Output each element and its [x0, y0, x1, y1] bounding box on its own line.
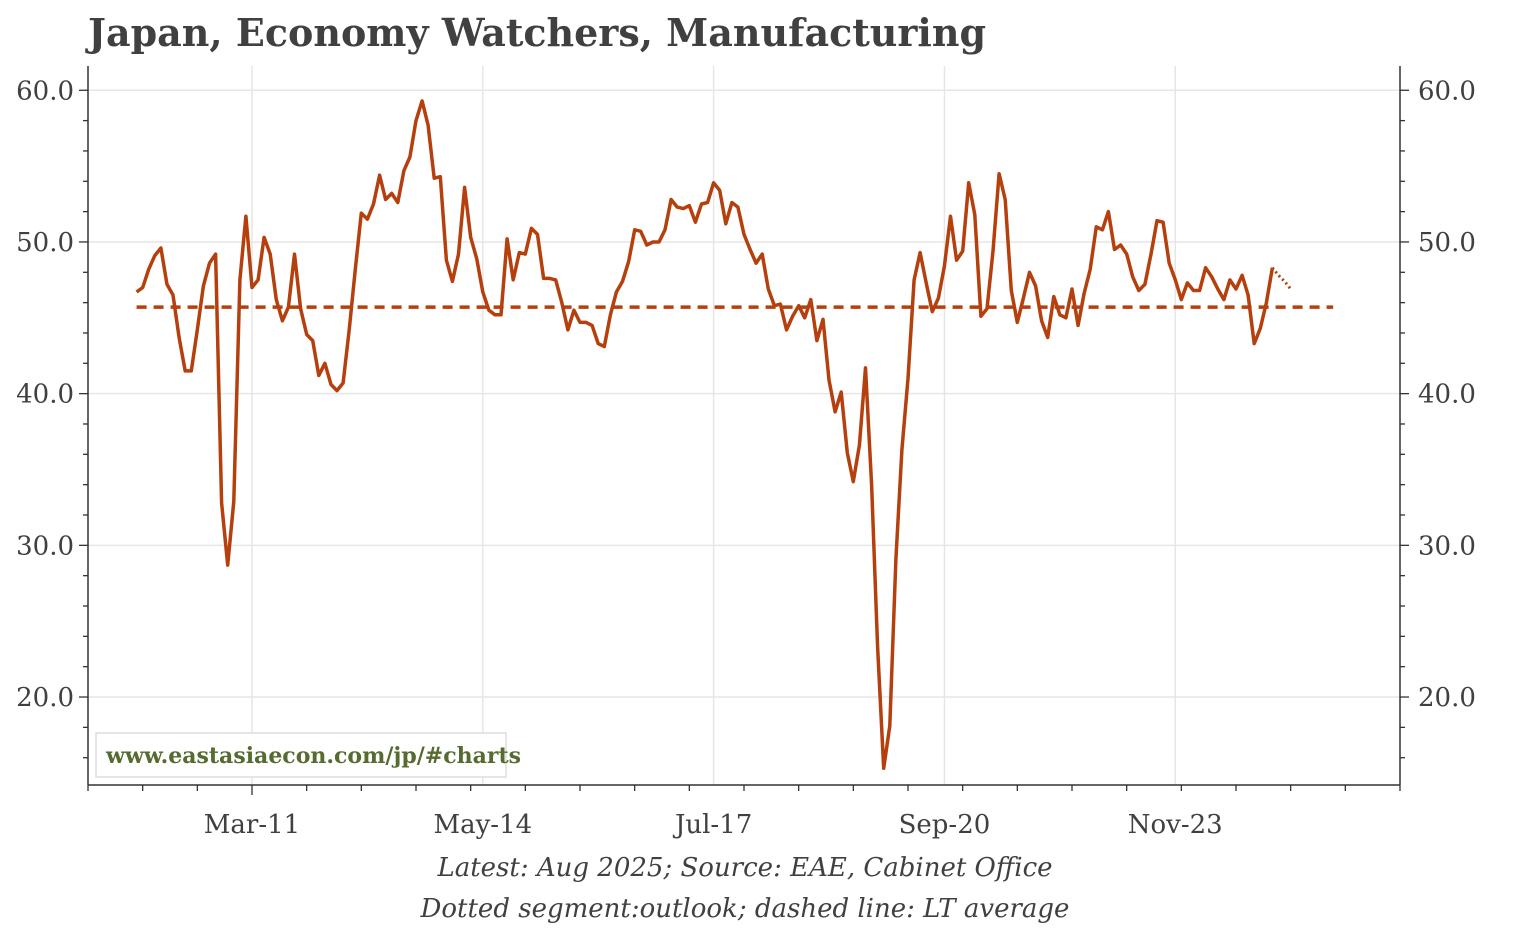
- watermark-box: [95, 732, 507, 778]
- series-layer: [135, 99, 1334, 771]
- x-tick-label: Sep-20: [899, 810, 991, 840]
- series-actual: [135, 99, 1275, 771]
- x-tick-label: Jul-17: [672, 810, 752, 840]
- y-tick-label-right: 60.0: [1418, 76, 1476, 106]
- footnote-legend: Dotted segment:outlook; dashed line: LT …: [420, 894, 1070, 924]
- axes-layer: [79, 66, 1409, 795]
- chart-title: Japan, Economy Watchers, Manufacturing: [88, 10, 987, 55]
- y-tick-label-right: 40.0: [1418, 380, 1476, 410]
- y-tick-label-left: 30.0: [16, 531, 74, 561]
- grid-layer: [88, 66, 1400, 785]
- series-outlook: [1271, 266, 1292, 290]
- x-tick-label: Mar-11: [204, 810, 300, 840]
- footnote-source: Latest: Aug 2025; Source: EAE, Cabinet O…: [437, 853, 1053, 883]
- y-tick-label-right: 30.0: [1418, 531, 1476, 561]
- x-tick-label: May-14: [433, 810, 532, 840]
- y-tick-label-left: 40.0: [16, 380, 74, 410]
- watermark[interactable]: www.eastasiaecon.com/jp/#charts: [95, 732, 521, 778]
- y-tick-label-left: 20.0: [16, 683, 74, 713]
- watermark-text[interactable]: www.eastasiaecon.com/jp/#charts: [105, 743, 521, 769]
- y-tick-label-left: 50.0: [16, 228, 74, 258]
- x-tick-label: Nov-23: [1128, 810, 1223, 840]
- y-tick-label-left: 60.0: [16, 76, 74, 106]
- y-tick-label-right: 50.0: [1418, 228, 1476, 258]
- label-layer: 20.0 20.0 30.0 30.0 40.0 40.0 50.0 50.0 60.0 60.0…: [16, 76, 1476, 840]
- y-tick-label-right: 20.0: [1418, 683, 1476, 713]
